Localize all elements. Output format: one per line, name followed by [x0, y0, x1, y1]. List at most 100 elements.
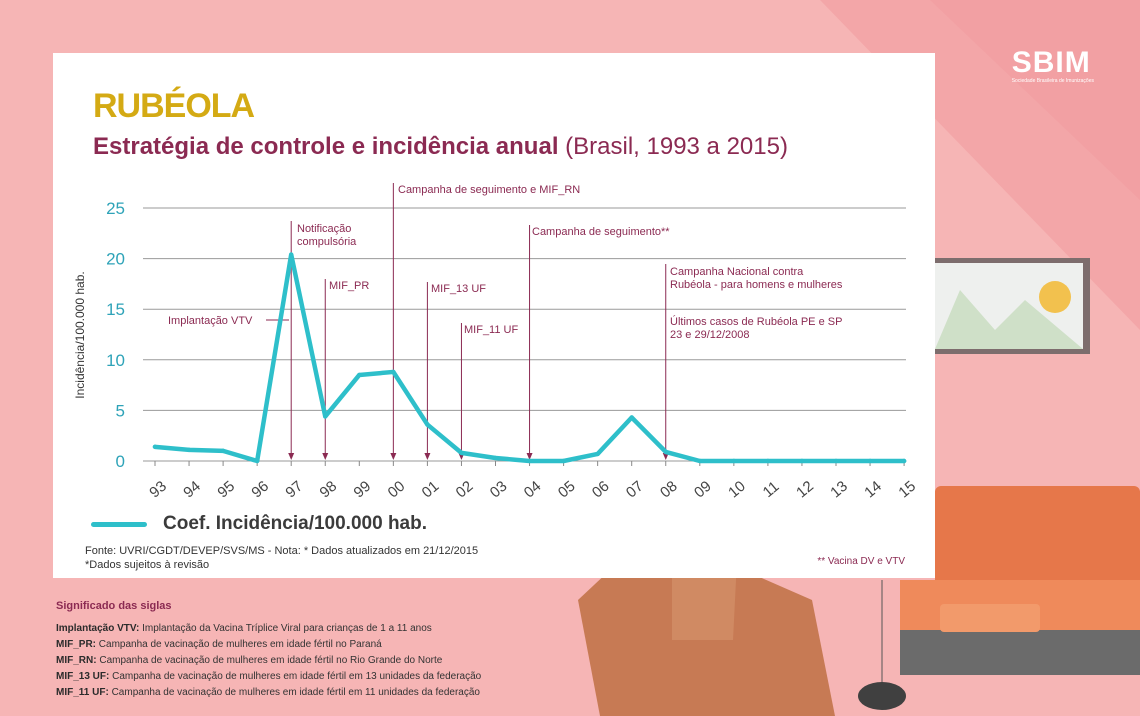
- x-tick-label: 97: [282, 478, 306, 502]
- annotation-arrowhead: [322, 453, 329, 460]
- data-point: [697, 458, 702, 464]
- acronyms-section: Significado das siglas Implantação VTV: …: [56, 600, 576, 701]
- acronym-desc: Implantação da Vacina Tríplice Viral par…: [142, 623, 432, 634]
- data-point: [663, 449, 668, 455]
- x-tick-label: 09: [691, 478, 715, 502]
- subtitle-main: Estratégia de controle e incidência anua…: [93, 133, 559, 160]
- data-point: [629, 415, 634, 420]
- x-tick-label: 95: [214, 478, 238, 502]
- acronym-row: MIF_PR: Campanha de vacinação de mulhere…: [56, 637, 576, 653]
- annotation-text: Campanha de seguimento**: [532, 226, 670, 238]
- annotation-text: MIF_13 UF: [431, 283, 486, 295]
- annotation-arrowhead: [288, 453, 295, 460]
- acronym-desc: Campanha de vacinação de mulheres em ida…: [111, 687, 480, 698]
- annotation-text: Notificação: [297, 223, 351, 235]
- x-tick-label: 11: [760, 478, 783, 501]
- source-line-2: *Dados sujeitos à revisão: [85, 559, 210, 571]
- x-tick-label: 05: [555, 478, 579, 502]
- x-tick-label: 02: [453, 478, 477, 502]
- annotation-text: Implantação VTV: [168, 315, 253, 327]
- data-point: [357, 372, 362, 378]
- annotation-text: MIF_PR: [329, 280, 369, 292]
- data-point: [799, 458, 805, 464]
- data-point: [391, 369, 396, 375]
- logo-tagline: Sociedade Brasileira de Imunizações: [1011, 78, 1094, 84]
- data-point: [867, 458, 873, 464]
- y-tick-label: 5: [116, 401, 125, 420]
- acronym-desc: Campanha de vacinação de mulheres em ida…: [112, 671, 482, 682]
- source-note: Fonte: UVRI/CGDT/DEVEP/SVS/MS - Nota: * …: [85, 544, 478, 572]
- annotation-arrowhead: [662, 453, 669, 460]
- data-point: [493, 455, 498, 461]
- acronym-desc: Campanha de vacinação de mulheres em ida…: [98, 639, 382, 650]
- x-tick-label: 93: [146, 478, 170, 502]
- data-point: [459, 450, 464, 456]
- x-tick-label: 14: [861, 478, 885, 502]
- data-point: [425, 422, 430, 427]
- infographic-card: RUBÉOLA Estratégia de controle e incidên…: [53, 53, 935, 578]
- data-point: [595, 451, 600, 457]
- x-tick-label: 96: [248, 478, 272, 502]
- x-tick-label: 10: [725, 478, 749, 502]
- x-tick-label: 15: [895, 478, 919, 502]
- y-tick-label: 20: [106, 250, 125, 269]
- annotation-text: Campanha de seguimento e MIF_RN: [398, 184, 580, 196]
- acronym-row: MIF_11 UF: Campanha de vacinação de mulh…: [56, 685, 576, 701]
- annotation-text: Rubéola - para homens e mulheres: [670, 279, 843, 291]
- annotation-arrowhead: [526, 453, 533, 460]
- y-tick-label: 0: [116, 452, 125, 471]
- x-tick-label: 03: [487, 478, 511, 502]
- logo-text: SBIM: [1011, 46, 1091, 79]
- data-point: [323, 414, 328, 419]
- legend-label: Coef. Incidência/100.000 hab.: [163, 513, 427, 534]
- page-title: RUBÉOLA: [93, 87, 255, 125]
- acronym-desc: Campanha de vacinação de mulheres em ida…: [99, 655, 443, 666]
- data-point: [731, 458, 737, 464]
- x-tick-label: 06: [589, 478, 613, 502]
- chart-legend: Coef. Incidência/100.000 hab.: [91, 513, 427, 535]
- acronyms-heading: Significado das siglas: [56, 600, 172, 612]
- x-tick-label: 08: [657, 478, 681, 502]
- annotation-text: 23 e 29/12/2008: [670, 329, 750, 341]
- annotation-text: Campanha Nacional contra: [670, 266, 804, 278]
- y-axis-label: Incidência/100.000 hab.: [73, 271, 87, 398]
- annotation-text: compulsória: [297, 236, 357, 248]
- source-line-1: Fonte: UVRI/CGDT/DEVEP/SVS/MS - Nota: * …: [85, 545, 479, 557]
- data-point: [186, 447, 192, 453]
- acronym-term: Implantação VTV:: [56, 623, 140, 634]
- y-tick-label: 10: [106, 351, 125, 370]
- acronym-row: MIF_13 UF: Campanha de vacinação de mulh…: [56, 669, 576, 685]
- x-tick-label: 00: [385, 478, 409, 502]
- footnote: ** Vacina DV e VTV: [817, 556, 905, 567]
- y-tick-label: 15: [106, 300, 125, 319]
- acronym-row: MIF_RN: Campanha de vacinação de mulhere…: [56, 653, 576, 669]
- sbim-logo: SBIM Sociedade Brasileira de Imunizações: [1012, 46, 1094, 84]
- acronym-term: MIF_PR:: [56, 639, 96, 650]
- x-tick-label: 98: [317, 478, 341, 502]
- annotation-arrowhead: [390, 453, 397, 460]
- x-tick-label: 07: [623, 478, 647, 502]
- x-tick-label: 13: [827, 478, 851, 502]
- data-point: [833, 458, 839, 464]
- acronym-row: Implantação VTV: Implantação da Vacina T…: [56, 621, 576, 637]
- acronym-term: MIF_RN:: [56, 655, 97, 666]
- acronym-term: MIF_13 UF:: [56, 671, 110, 682]
- data-point: [901, 458, 907, 464]
- data-point: [254, 458, 260, 464]
- x-tick-label: 99: [351, 478, 375, 502]
- data-point: [152, 444, 158, 450]
- subtitle-paren: (Brasil, 1993 a 2015): [565, 133, 788, 160]
- y-tick-label: 25: [106, 199, 125, 218]
- annotation-text: MIF_11 UF: [464, 324, 518, 336]
- legend-swatch: [91, 521, 147, 527]
- x-tick-label: 94: [180, 478, 204, 502]
- chart-subtitle: Estratégia de controle e incidência anua…: [93, 133, 788, 161]
- data-point: [561, 458, 566, 464]
- x-tick-label: 04: [521, 478, 545, 502]
- x-tick-label: 01: [419, 478, 443, 502]
- data-point: [289, 252, 294, 257]
- annotation-arrowhead: [424, 453, 431, 460]
- data-point: [765, 458, 771, 464]
